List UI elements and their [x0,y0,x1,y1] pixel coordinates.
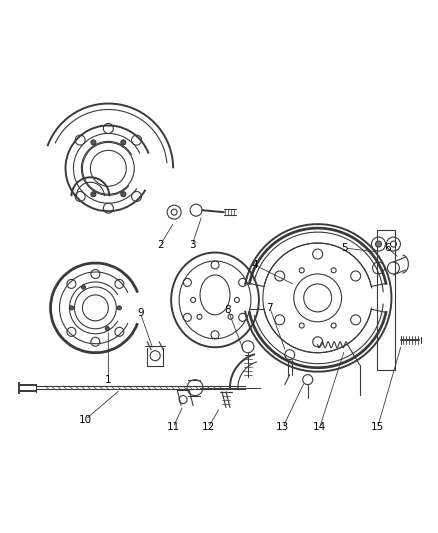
Text: 8: 8 [225,305,231,315]
Text: 4: 4 [251,260,258,270]
Circle shape [81,285,85,289]
Text: 12: 12 [201,423,215,432]
Circle shape [91,192,96,197]
Text: 6: 6 [384,243,391,253]
Text: 11: 11 [166,423,180,432]
Text: 9: 9 [137,308,144,318]
Text: 13: 13 [276,423,290,432]
Circle shape [117,306,121,310]
Circle shape [91,140,96,145]
Text: 10: 10 [79,415,92,424]
Text: 5: 5 [341,243,348,253]
Text: 7: 7 [267,303,273,313]
Text: 1: 1 [105,375,112,385]
Circle shape [375,241,381,247]
Circle shape [70,306,74,310]
Polygon shape [378,230,396,370]
Text: 15: 15 [371,423,384,432]
Ellipse shape [200,275,230,315]
Text: 3: 3 [189,240,195,250]
Circle shape [106,327,110,330]
Circle shape [121,192,126,197]
Text: 2: 2 [157,240,163,250]
Text: 14: 14 [313,423,326,432]
Circle shape [121,140,126,145]
